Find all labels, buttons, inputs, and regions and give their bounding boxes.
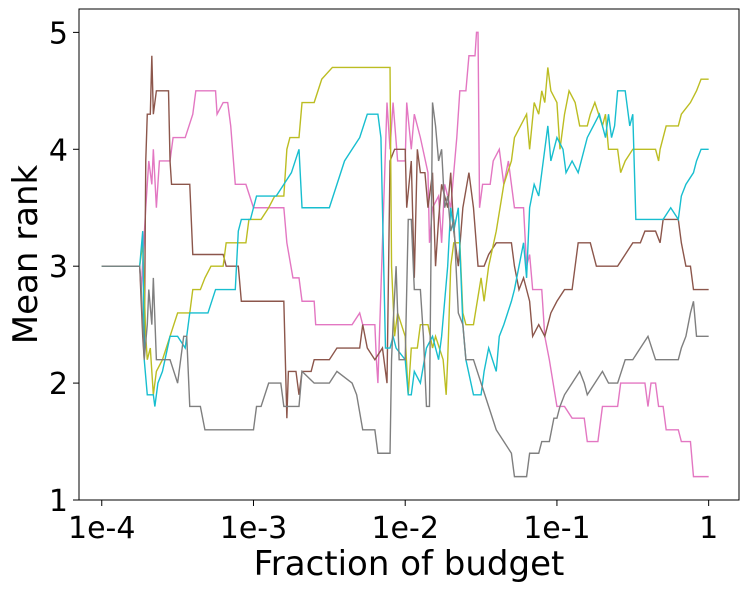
x-tick-label: 1e-1: [523, 511, 590, 546]
series-line-brown: [101, 55, 709, 419]
series-line-pink: [101, 31, 709, 478]
y-tick-label: 4: [49, 133, 68, 168]
x-axis-label: Fraction of budget: [254, 544, 565, 584]
y-tick-label: 2: [49, 367, 68, 402]
x-tick-label: 1e-2: [371, 511, 438, 546]
ticks-layer: 1e-4 1e-3 1e-2 1e-1 1 1 2 3 4 5: [49, 16, 718, 546]
y-tick-label: 5: [49, 16, 68, 51]
series-line-gray: [101, 102, 709, 478]
plot-area-frame: [78, 8, 740, 501]
x-tick-label: 1: [699, 511, 718, 546]
y-tick-label: 3: [49, 250, 68, 285]
y-tick-label: 1: [49, 484, 68, 519]
y-axis-label: Mean rank: [6, 164, 46, 344]
series-layer: [101, 31, 709, 478]
series-line-cyan: [101, 90, 709, 407]
x-tick-label: 1e-3: [220, 511, 287, 546]
x-tick-label: 1e-4: [68, 511, 135, 546]
